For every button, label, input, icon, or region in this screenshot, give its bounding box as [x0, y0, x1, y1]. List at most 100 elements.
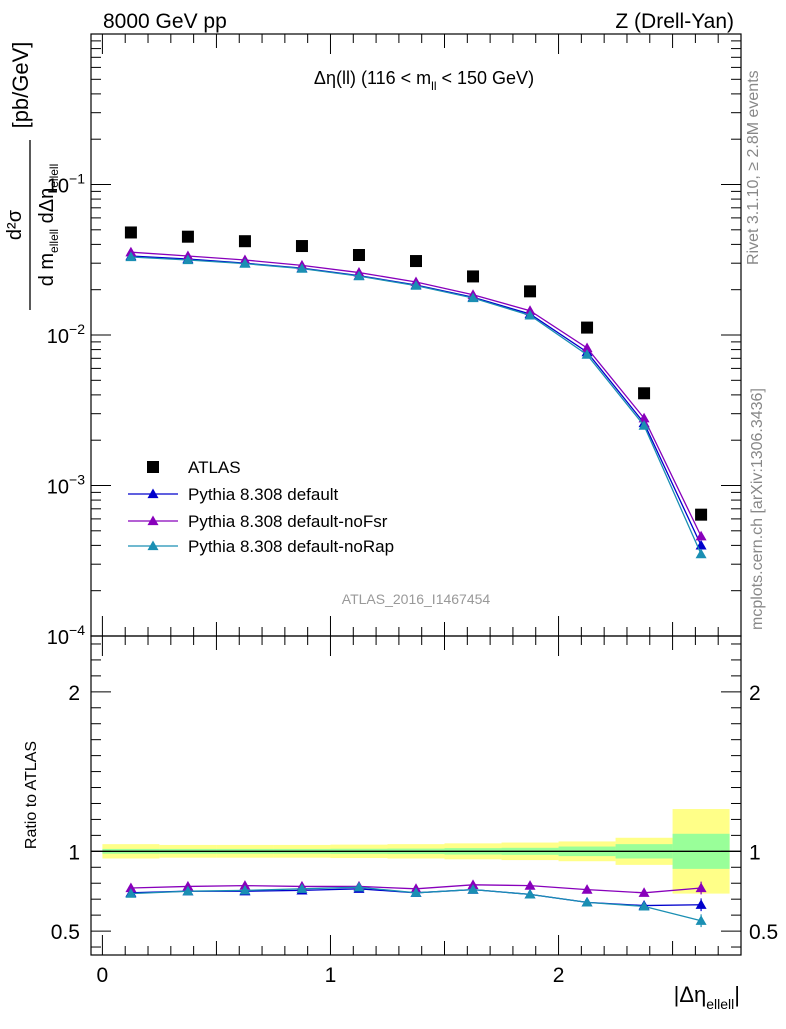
ratio-y-tick-label-left: 0.5 — [51, 921, 80, 944]
main-y-tick-label-part: 10 — [47, 326, 69, 348]
x-tick-label: 1 — [325, 964, 337, 987]
main-y-label-unit-part: [pb/GeV] — [8, 42, 33, 129]
main-marker-noRap — [125, 251, 137, 262]
main-marker-noRap — [581, 349, 593, 359]
main-y-label-denominator-part: ellell — [47, 229, 61, 253]
ratio-y-tick-label-right-part: 0.5 — [749, 921, 778, 944]
main-y-tick-label-part: −4 — [69, 622, 85, 638]
main-marker-noRap — [182, 254, 194, 265]
atlas-data-point — [124, 226, 137, 239]
ratio-marker-noRap — [638, 900, 650, 911]
axes-layer — [90, 33, 742, 956]
x-axis-label-part: ellell — [706, 996, 734, 1012]
legend-label-atlas: ATLAS — [188, 458, 241, 477]
x-axis-label: |Δηellell| — [674, 982, 740, 1012]
main-y-tick-label: 10−4 — [47, 622, 85, 649]
main-y-label-numerator-part: d²σ — [4, 209, 26, 240]
ratio-y-tick-label-right: 1 — [749, 841, 761, 864]
chart-title-part: ll — [431, 79, 436, 93]
atlas-data-point — [638, 387, 651, 400]
legend-marker-noRap — [147, 540, 159, 551]
atlas-data-point — [410, 255, 422, 268]
main-y-tick-label: 10−3 — [47, 472, 85, 499]
main-marker-noFsr — [581, 342, 593, 353]
ratio-y-label-part: Ratio to ATLAS — [23, 741, 40, 849]
watermark: ATLAS_2016_I1467454 — [342, 591, 491, 607]
ratio-y-tick-label-right: 2 — [749, 682, 761, 705]
text-layer: 10−110−210−310−40 1 20.5 0.51 12 2ATLASPythia… — [4, 42, 778, 1012]
main-marker-noFsr — [638, 412, 650, 423]
ratio-marker-noFsr — [638, 887, 650, 897]
ratio-marker-noRap — [467, 884, 479, 894]
x-axis-label-part: |Δη — [674, 982, 707, 1007]
main-y-label-denominator: d mellell dΔηellell — [36, 164, 61, 287]
main-y-tick-label-part: −2 — [69, 321, 85, 337]
ratio-marker-noRap — [695, 915, 707, 925]
ratio-marker-noRap — [353, 881, 365, 892]
ratio-marker-noFsr — [581, 884, 593, 894]
process-label: Z (Drell-Yan) — [615, 10, 734, 33]
main-y-tick-label-part: 10 — [47, 627, 69, 649]
x-tick-label-part: 0 — [97, 964, 109, 987]
rivet-version-label: Rivet 3.1.10, ≥ 2.8M events — [745, 70, 762, 265]
ratio-marker-noFsr — [695, 882, 707, 893]
main-y-tick-label-part: −3 — [69, 472, 85, 488]
ratio-y-tick-label-left: 2 — [68, 682, 80, 705]
ratio-marker-default — [695, 899, 707, 909]
legend-marker-noFsr — [147, 515, 159, 526]
x-tick-label: 2 — [553, 964, 565, 987]
ratio-y-tick-label-right-part: 2 — [749, 682, 761, 705]
legend-label-noRap: Pythia 8.308 default-noRap — [188, 537, 394, 556]
ratio-marker-noRap — [581, 896, 593, 907]
atlas-data-point — [352, 249, 365, 262]
main-y-label-denominator-part: d m — [36, 253, 58, 286]
main-marker-noRap — [353, 270, 365, 281]
main-marker-noRap — [467, 292, 479, 303]
mcplots-label: mcplots.cern.ch [arXiv:1306.3436] — [749, 388, 766, 630]
atlas-data-point — [238, 235, 251, 248]
ratio-y-tick-label-left-part: 0.5 — [51, 921, 80, 944]
main-marker-noRap — [695, 548, 707, 559]
ratio-marker-noRap — [182, 885, 194, 896]
main-series-line-noRap — [130, 256, 702, 555]
main-y-tick-label: 10−1 — [47, 171, 85, 198]
main-y-label: [pb/GeV] d²σ d mellell dΔηellell — [4, 42, 61, 310]
legend-label-noFsr-part: Pythia 8.308 default-noFsr — [188, 512, 388, 531]
atlas-data-point — [524, 285, 537, 298]
x-tick-label-part: 1 — [325, 964, 337, 987]
legend-label-noRap-part: Pythia 8.308 default-noRap — [188, 537, 394, 556]
x-tick-label: 0 — [97, 964, 109, 987]
atlas-data-point — [581, 321, 594, 334]
ratio-y-tick-label-left-part: 1 — [68, 841, 80, 864]
main-y-label-unit: [pb/GeV] — [8, 42, 33, 129]
data-layer — [91, 226, 741, 928]
atlas-data-point — [695, 508, 708, 521]
watermark-part: ATLAS_2016_I1467454 — [342, 591, 491, 607]
main-marker-noRap — [638, 420, 650, 430]
atlas-data-point — [467, 270, 480, 283]
ratio-marker-noRap — [125, 888, 137, 898]
ratio-y-tick-label-right: 0.5 — [749, 921, 778, 944]
ratio-marker-noFsr — [524, 880, 536, 890]
x-tick-label-part: 2 — [553, 964, 565, 987]
main-marker-noRap — [524, 309, 536, 320]
main-y-tick-label-part: 10 — [47, 176, 69, 198]
main-marker-noRap — [410, 280, 422, 290]
main-y-label-denominator-part: dΔη — [36, 188, 58, 229]
ratio-y-tick-label-left-part: 2 — [68, 682, 80, 705]
legend-label-noFsr: Pythia 8.308 default-noFsr — [188, 512, 388, 531]
legend-label-default-part: Pythia 8.308 default — [188, 485, 339, 504]
ratio-marker-noRap — [296, 883, 308, 893]
energy-label: 8000 GeV pp — [103, 10, 227, 33]
chart-title: Δη(ll) (116 < mll < 150 GeV) — [314, 68, 534, 93]
main-marker-noFsr — [695, 530, 707, 541]
x-axis-label-part: | — [734, 982, 740, 1007]
main-y-tick-label-part: 10 — [47, 477, 69, 499]
main-y-tick-label: 10−2 — [47, 321, 85, 348]
main-marker-noRap — [239, 258, 251, 268]
chart-title-part: < 150 GeV) — [437, 68, 535, 88]
chart-title-part: Δη(ll) (116 < m — [314, 68, 431, 88]
ratio-marker-noRap — [410, 887, 422, 897]
ratio-y-label: Ratio to ATLAS — [23, 741, 40, 849]
